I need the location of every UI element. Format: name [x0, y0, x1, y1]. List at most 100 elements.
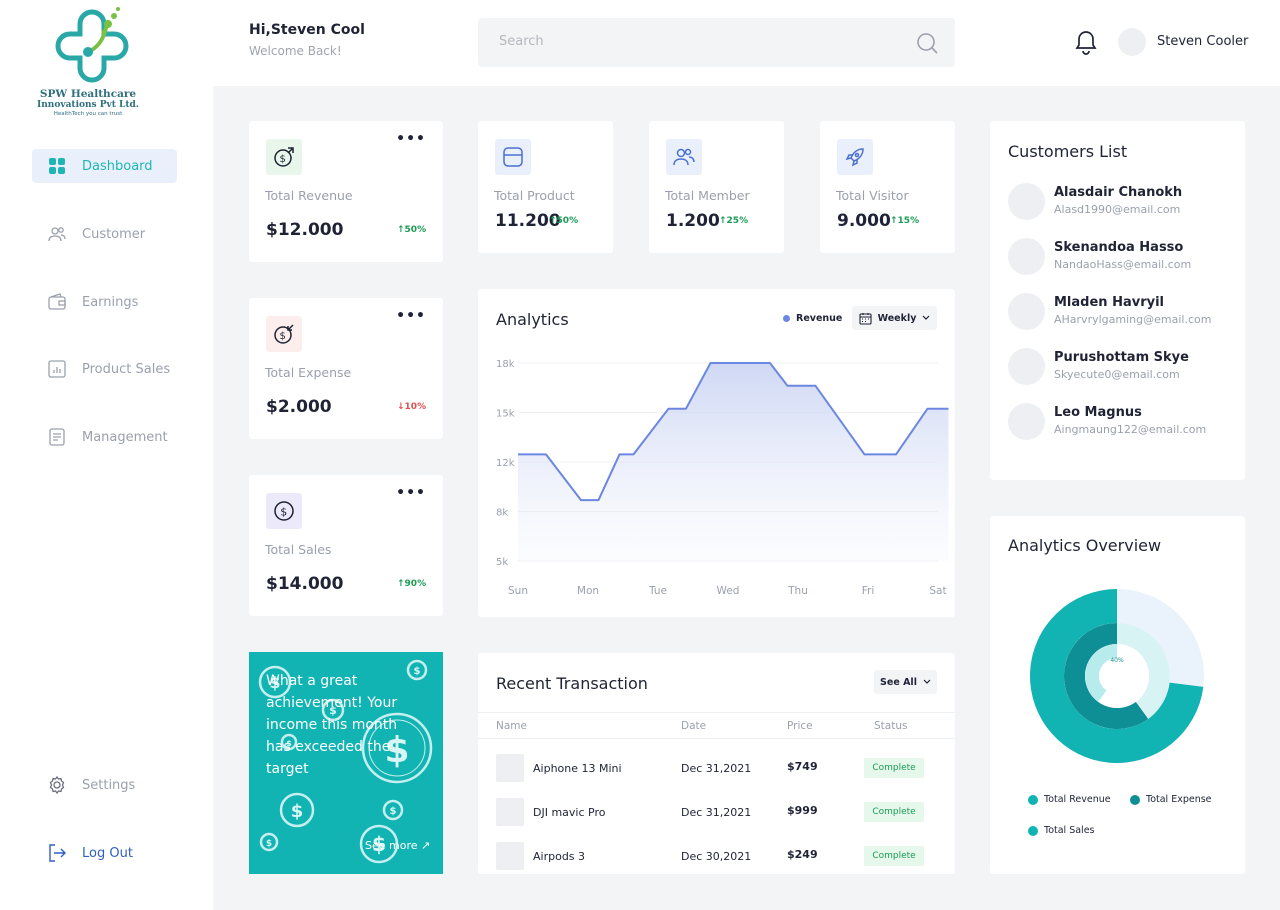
settings-button[interactable]: Settings [32, 768, 177, 802]
period-dropdown[interactable]: Weekly [852, 306, 937, 330]
sidebar-item-management[interactable]: Management [32, 420, 177, 454]
avatar[interactable] [1118, 28, 1146, 56]
logout-label: Log Out [82, 845, 133, 861]
sidebar-item-label: Customer [82, 226, 146, 242]
y-tick-label: 12k [496, 458, 515, 469]
stat-label: Total Expense [265, 365, 352, 380]
customer-name: Alasdair Chanokh [1054, 185, 1183, 200]
search-input[interactable]: Search [478, 18, 955, 67]
avatar [1008, 348, 1045, 385]
list-item[interactable]: Alasdair Chanokh Alasd1990@email.com [1008, 183, 1238, 223]
y-tick-label: 18k [496, 359, 515, 370]
svg-text:$: $ [269, 673, 280, 692]
stat-change: ↑15% [890, 216, 920, 226]
overview-title: Analytics Overview [1008, 536, 1162, 555]
bar-chart-icon [48, 360, 66, 378]
stat-change: ↑90% [397, 579, 427, 589]
product-name: DJI mavic Pro [533, 806, 606, 819]
table-row[interactable]: DJI mavic Pro Dec 31,2021 $999 Complete [478, 790, 955, 834]
stat-label: Total Product [494, 188, 575, 203]
product-thumbnail [496, 754, 524, 782]
more-options-icon[interactable]: ••• [396, 131, 426, 147]
product-thumbnail [496, 798, 524, 826]
ring-segment [1030, 588, 1204, 763]
list-item[interactable]: Leo Magnus Aingmaung122@email.com [1008, 403, 1238, 443]
see-more-link[interactable]: See more ↗ [365, 839, 431, 852]
series-line [518, 362, 949, 502]
column-header-date[interactable]: Date [681, 720, 707, 732]
sidebar-item-label: Management [82, 429, 168, 445]
greeting-subtitle: Welcome Back! [249, 44, 342, 58]
sidebar-item-earnings[interactable]: Earnings [32, 285, 177, 319]
column-header-price[interactable]: Price [787, 720, 813, 732]
stat-value: 1.200 [666, 211, 720, 231]
analytics-title: Analytics [496, 310, 569, 329]
column-header-status[interactable]: Status [874, 720, 908, 732]
stat-label: Total Visitor [836, 188, 909, 203]
list-item[interactable]: Purushottam Skye Skyecute0@email.com [1008, 348, 1238, 388]
sidebar-item-customer[interactable]: Customer [32, 217, 177, 251]
legend-label: Total Expense [1146, 794, 1212, 805]
more-options-icon[interactable]: ••• [396, 308, 426, 324]
customer-email: Skyecute0@email.com [1054, 368, 1180, 381]
svg-text:$: $ [286, 739, 292, 748]
y-tick-label: 5k [496, 557, 508, 568]
sidebar: SPW Healthcare Innovations Pvt Ltd. Heal… [0, 0, 213, 910]
column-header-name[interactable]: Name [496, 720, 527, 732]
avatar [1008, 403, 1045, 440]
sidebar-item-dashboard[interactable]: Dashboard [32, 149, 177, 183]
period-label: Weekly [877, 312, 917, 324]
svg-text:$: $ [291, 801, 304, 822]
chart-legend: Revenue [783, 313, 842, 324]
see-all-button[interactable]: See All [874, 670, 937, 694]
promo-message: What a great achievement! Your income th… [266, 673, 398, 777]
dollar-coins-icon: $ $ $ $ $ $ $ $ $ [258, 659, 433, 864]
stat-change: ↓10% [397, 402, 427, 412]
legend-label: Total Sales [1044, 825, 1095, 836]
y-tick-label: 15k [496, 409, 515, 420]
stat-value: 9.000 [837, 211, 891, 231]
calendar-icon [859, 312, 872, 325]
list-item[interactable]: Mladen Havryil AHarvrylgaming@email.com [1008, 293, 1238, 333]
status-badge: Complete [864, 846, 924, 866]
bell-icon[interactable] [1073, 28, 1099, 56]
list-item[interactable]: Skenandoa Hasso NandaoHass@email.com [1008, 238, 1238, 278]
user-name[interactable]: Steven Cooler [1157, 34, 1249, 49]
ring-value-label: 73% [1107, 699, 1127, 709]
logout-button[interactable]: Log Out [32, 836, 177, 870]
sidebar-item-label: Product Sales [82, 361, 171, 377]
product-thumbnail [496, 842, 524, 870]
table-row[interactable]: Aiphone 13 Mini Dec 31,2021 $749 Complet… [478, 746, 955, 790]
search-icon[interactable] [915, 31, 939, 55]
x-tick-label: Wed [717, 585, 740, 597]
status-badge: Complete [864, 758, 924, 778]
legend-swatch [1130, 794, 1140, 805]
stat-label: Total Revenue [265, 188, 353, 203]
svg-text:$: $ [414, 666, 421, 677]
stat-value: $14.000 [266, 574, 344, 594]
more-options-icon[interactable]: ••• [396, 485, 426, 501]
series-area [518, 363, 949, 561]
customer-name: Mladen Havryil [1054, 295, 1164, 310]
table-header: Name Date Price Status [478, 712, 955, 739]
transactions-title: Recent Transaction [496, 674, 648, 693]
stat-label: Total Member [665, 188, 750, 203]
dollar-down-icon: $ [266, 316, 302, 352]
company-logo[interactable]: SPW Healthcare Innovations Pvt Ltd. Heal… [30, 6, 160, 121]
greeting: Hi,Steven Cool Welcome Back! [249, 22, 365, 58]
stat-change: ↑50% [549, 216, 579, 226]
ring-segment [1064, 622, 1149, 729]
svg-text:$: $ [390, 806, 397, 817]
stat-card-expense: $ ••• Total Expense $2.000 ↓10% [249, 298, 443, 439]
members-icon [666, 139, 702, 175]
stat-value: $12.000 [266, 220, 344, 240]
sidebar-item-product-sales[interactable]: Product Sales [32, 352, 177, 386]
wallet-icon [48, 293, 66, 311]
radial-chart: 73% 60% 40% [1030, 588, 1204, 763]
analytics-chart: 18k 15k 12k 8k 5k Sun Mon Tue Wed Thu Fri Sat [496, 359, 949, 597]
table-row[interactable]: Airpods 3 Dec 30,2021 $249 Complete [478, 834, 955, 878]
stat-card-product: Total Product 11.200 ↑50% [478, 121, 613, 253]
stat-change: ↑25% [719, 216, 749, 226]
transaction-date: Dec 31,2021 [681, 762, 752, 775]
stat-card-sales: $ ••• Total Sales $14.000 ↑90% [249, 475, 443, 616]
